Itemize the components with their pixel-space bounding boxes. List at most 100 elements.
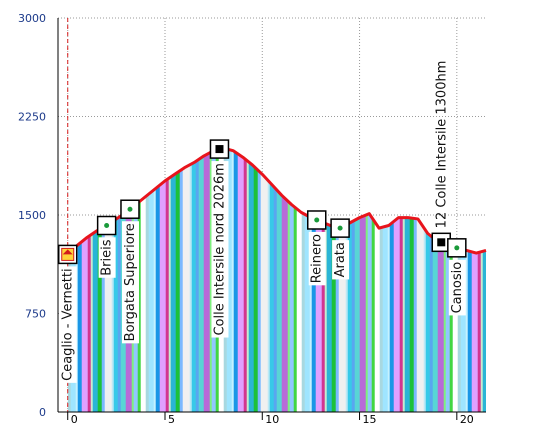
waypoint-label: Colle Intersile nord 2026m: [212, 163, 227, 335]
profile-stripe: [248, 148, 255, 412]
profile-stripe: [389, 148, 395, 412]
profile-stripe: [101, 148, 106, 412]
waypoint-icon-dot: [127, 206, 133, 212]
profile-stripe: [137, 148, 142, 412]
waypoint-label-background: [448, 259, 466, 316]
waypoint-label: Reinero: [310, 234, 325, 283]
x-tick-label: 20: [460, 413, 474, 426]
profile-stripe: [276, 148, 283, 412]
profile-stripe: [203, 148, 211, 412]
profile-stripe: [480, 148, 484, 412]
waypoint-label: 12 Colle Intersile 1300hm: [434, 61, 449, 229]
waypoint: Canosio: [447, 238, 467, 316]
profile-stripe: [347, 148, 353, 412]
waypoint-label: Brieis: [100, 239, 115, 275]
profile-stripe: [402, 148, 406, 412]
waypoint-icon-dot: [337, 225, 343, 231]
profile-stripe: [338, 148, 347, 412]
profile-stripe: [429, 148, 434, 412]
waypoint-label: Canosio: [450, 262, 465, 314]
profile-stripe: [293, 148, 298, 412]
waypoint-icon-dot: [314, 217, 320, 223]
profile-stripe: [465, 148, 469, 412]
waypoint-label: Borgata Superiore: [123, 223, 138, 341]
profile-stripe: [367, 148, 373, 412]
profile-stripe: [97, 148, 103, 412]
waypoint-label-background: [121, 221, 139, 344]
profile-stripe: [257, 148, 262, 412]
profile-stripe: [92, 148, 99, 412]
profile-stripe: [399, 148, 404, 412]
profile-stripe: [260, 148, 269, 412]
waypoint-icon-dot: [454, 245, 460, 251]
profile-stripe: [175, 148, 181, 412]
profile-stripe: [359, 148, 367, 412]
profile-stripe: [345, 148, 349, 412]
profile-stripe: [287, 148, 291, 412]
waypoint-label-background: [332, 240, 350, 280]
waypoint: Borgata Superiore: [120, 199, 140, 344]
profile-stripe: [246, 148, 250, 412]
waypoint-label-background: [211, 161, 229, 338]
profile-stripe: [382, 148, 389, 412]
profile-stripe: [416, 148, 425, 412]
profile-stripe: [467, 148, 473, 412]
profile-stripe: [296, 148, 303, 412]
profile-stripe: [209, 148, 213, 412]
profile-stripe: [269, 148, 275, 412]
profile-stripe: [233, 148, 239, 412]
profile-stripe: [170, 148, 177, 412]
pass-icon-inner: [437, 238, 446, 247]
profile-stripe: [113, 148, 119, 412]
profile-stripe: [237, 148, 245, 412]
profile-stripe: [365, 148, 369, 412]
profile-stripe: [304, 148, 311, 412]
profile-stripe: [281, 148, 289, 412]
waypoint: 12 Colle Intersile 1300hm: [431, 61, 452, 253]
waypoint-label-background: [59, 266, 77, 383]
profile-stripe: [153, 148, 157, 412]
profile-stripe: [374, 148, 381, 412]
profile-stripe: [77, 148, 83, 412]
profile-stripe: [179, 148, 184, 412]
profile-stripe: [189, 148, 193, 412]
profile-stripe: [226, 148, 233, 412]
profile-stripe: [87, 148, 92, 412]
profile-stripe: [423, 148, 427, 412]
profile-stripe: [90, 148, 94, 412]
profile-stripe: [351, 148, 356, 412]
profile-stripe: [140, 148, 147, 412]
profile-stripe: [354, 148, 361, 412]
profile-stripe: [111, 148, 115, 412]
waypoint: Reinero: [306, 210, 327, 286]
profile-stripe: [301, 148, 306, 412]
x-tick-label: 10: [265, 413, 279, 426]
profile-stripe: [81, 148, 89, 412]
profile-stripe: [75, 148, 79, 412]
waypoint: Colle Intersile nord 2026m: [209, 139, 230, 338]
profile-stripe: [409, 148, 415, 412]
profile-stripe: [148, 148, 155, 412]
profile-stripe: [267, 148, 271, 412]
profile-stripe: [165, 148, 170, 412]
waypoint: Brieis: [96, 215, 117, 278]
profile-stripe: [191, 148, 197, 412]
profile-stripe: [471, 148, 479, 412]
profile-stripe: [198, 148, 205, 412]
waypoint-label: Arata: [333, 242, 348, 277]
profile-stripe: [253, 148, 259, 412]
x-tick-label: 5: [168, 413, 175, 426]
profile-stripe: [404, 148, 411, 412]
y-tick-label: 0: [39, 406, 46, 419]
profile-stripe: [425, 148, 431, 412]
profile-stripe: [195, 148, 200, 412]
y-tick-label: 750: [25, 308, 46, 321]
waypoints: Ceaglio - Vernetti Brieis Borgata Superior…: [57, 61, 467, 383]
profile-stripe: [326, 148, 333, 412]
profile-stripe: [273, 148, 278, 412]
y-tick-label: 2250: [18, 111, 46, 124]
home-roof-icon: [62, 249, 73, 255]
profile-stripe: [231, 148, 235, 412]
waypoint-label: Ceaglio - Vernetti: [61, 268, 76, 380]
